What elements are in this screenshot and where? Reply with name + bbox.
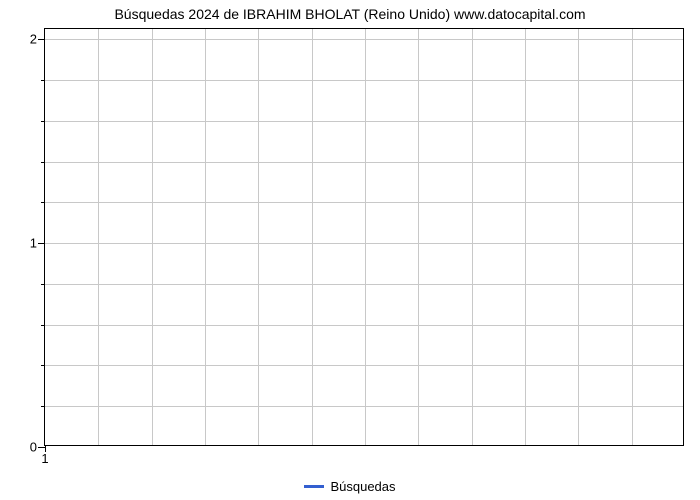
gridline-vertical (205, 29, 206, 445)
gridline-horizontal-minor (45, 80, 683, 81)
gridline-horizontal (45, 39, 683, 40)
gridline-horizontal-minor (45, 284, 683, 285)
plot-area: 0121 (44, 28, 684, 446)
y-minor-tick-mark (41, 365, 45, 366)
gridline-horizontal-minor (45, 365, 683, 366)
legend: Búsquedas (0, 479, 700, 494)
gridline-vertical (578, 29, 579, 445)
gridline-vertical (152, 29, 153, 445)
gridline-vertical (472, 29, 473, 445)
gridline-horizontal-minor (45, 162, 683, 163)
y-minor-tick-mark (41, 121, 45, 122)
gridline-vertical (98, 29, 99, 445)
legend-swatch-icon (304, 485, 324, 488)
gridline-horizontal-minor (45, 121, 683, 122)
chart-title: Búsquedas 2024 de IBRAHIM BHOLAT (Reino … (0, 6, 700, 22)
gridline-vertical (258, 29, 259, 445)
gridline-vertical (365, 29, 366, 445)
y-minor-tick-mark (41, 162, 45, 163)
gridline-horizontal-minor (45, 406, 683, 407)
gridline-vertical (312, 29, 313, 445)
gridline-vertical (418, 29, 419, 445)
y-tick-label: 2 (30, 32, 45, 47)
x-tick-label: 1 (41, 445, 48, 466)
gridline-horizontal-minor (45, 202, 683, 203)
gridline-vertical (632, 29, 633, 445)
y-minor-tick-mark (41, 325, 45, 326)
y-minor-tick-mark (41, 80, 45, 81)
gridline-horizontal (45, 243, 683, 244)
y-minor-tick-mark (41, 406, 45, 407)
y-minor-tick-mark (41, 202, 45, 203)
y-minor-tick-mark (41, 284, 45, 285)
gridline-horizontal-minor (45, 325, 683, 326)
gridline-vertical (525, 29, 526, 445)
chart-container: { "chart": { "type": "line", "title": "B… (0, 0, 700, 500)
legend-label: Búsquedas (330, 479, 395, 494)
y-tick-label: 1 (30, 236, 45, 251)
